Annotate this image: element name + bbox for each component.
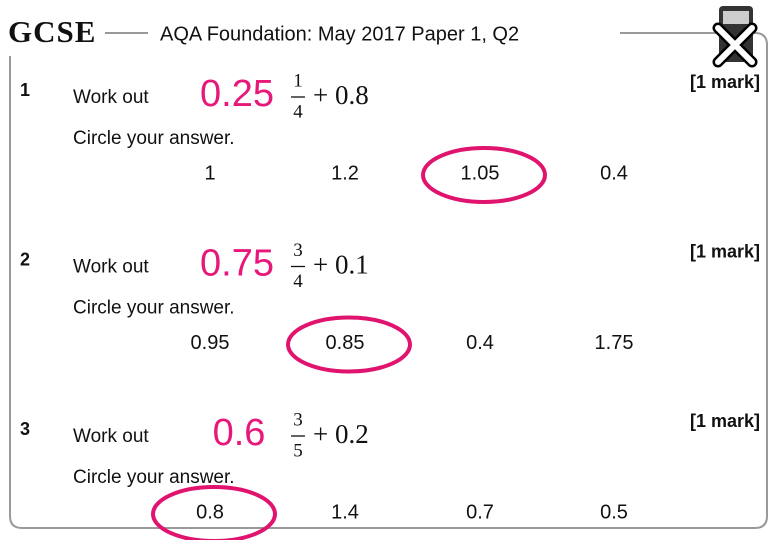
expression: + 0.1 — [313, 250, 369, 280]
annotation: 0.75 — [200, 243, 274, 285]
option: 0.4 — [600, 162, 628, 184]
prompt: Work out — [73, 87, 149, 108]
frame — [9, 32, 768, 529]
numerator: 1 — [293, 70, 303, 91]
option: 0.7 — [466, 501, 494, 523]
denominator: 4 — [293, 101, 303, 122]
answer-circle — [421, 146, 547, 204]
numerator: 3 — [293, 240, 303, 261]
annotation: 0.25 — [200, 73, 274, 115]
title: AQA Foundation: May 2017 Paper 1, Q2 — [160, 23, 519, 45]
denominator: 4 — [293, 271, 303, 292]
no-calculator-icon — [712, 6, 758, 68]
marks: [1 mark] — [690, 411, 760, 431]
instruction: Circle your answer. — [73, 298, 235, 319]
option: 0.85 — [326, 332, 365, 354]
option: 1 — [204, 162, 215, 184]
question-number: 2 — [20, 249, 30, 269]
option: 1.2 — [331, 162, 359, 184]
instruction: Circle your answer. — [73, 467, 235, 488]
option: 1.4 — [331, 501, 359, 523]
option: 1.75 — [595, 332, 634, 354]
marks: [1 mark] — [690, 72, 760, 92]
answer-circle — [286, 315, 412, 374]
prompt: Work out — [73, 257, 149, 278]
option: 0.4 — [466, 332, 494, 354]
answer-circle — [151, 485, 277, 540]
prompt: Work out — [73, 426, 149, 447]
expression: + 0.2 — [313, 419, 369, 449]
logo: GCSE — [8, 14, 96, 49]
expression: + 0.8 — [313, 80, 369, 110]
instruction: Circle your answer. — [73, 128, 235, 149]
option: 0.5 — [600, 501, 628, 523]
denominator: 5 — [293, 440, 303, 461]
option: 0.8 — [196, 501, 224, 523]
annotation: 0.6 — [213, 412, 266, 454]
question-number: 3 — [20, 419, 30, 439]
numerator: 3 — [293, 409, 303, 430]
option: 0.95 — [191, 332, 230, 354]
marks: [1 mark] — [690, 241, 760, 261]
option: 1.05 — [461, 162, 500, 184]
question-number: 1 — [20, 80, 30, 100]
